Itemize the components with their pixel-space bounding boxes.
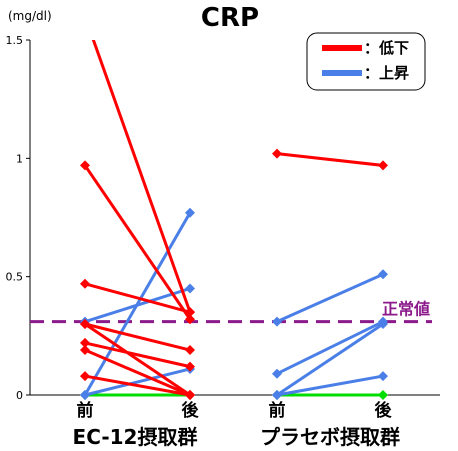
series-line-decrease (276, 152, 384, 167)
data-point-after (185, 314, 195, 325)
x-category-label: 後 (182, 400, 200, 421)
series-line-decrease (84, 282, 191, 314)
series-line-decrease (91, 40, 192, 313)
series-line-decrease (84, 374, 191, 397)
data-point-before (80, 345, 90, 356)
data-point-after (378, 319, 388, 329)
series-line-increase (276, 320, 384, 376)
legend-label: ：低下 (364, 39, 409, 57)
data-point-after (185, 283, 195, 294)
data-point-after (378, 390, 388, 400)
data-point-after (185, 307, 195, 318)
legend-label: ：上昇 (364, 64, 409, 82)
series-line-increase (276, 272, 384, 324)
data-point-before (272, 316, 282, 327)
data-point-after (185, 390, 195, 400)
y-axis-unit: (mg/dl) (8, 9, 52, 23)
x-category-label: 前 (269, 400, 286, 421)
data-point-before (272, 148, 282, 159)
data-point-after (378, 371, 388, 382)
series-line-increase (83, 212, 192, 396)
data-point-after (378, 160, 388, 171)
data-point-before (80, 160, 90, 171)
series-line-decrease (84, 322, 191, 397)
data-point-before (80, 319, 90, 329)
legend: ：低下 ：上昇 (306, 32, 426, 91)
data-point-before (80, 371, 90, 382)
data-point-before (80, 337, 90, 348)
data-point-after (185, 345, 195, 356)
data-point-after (185, 361, 195, 372)
y-tick-label: 0 (16, 389, 23, 402)
data-point-before (80, 278, 90, 289)
x-group-label: プラセボ摂取群 (260, 425, 400, 449)
data-point-after (185, 207, 195, 218)
y-tick-label: 0.5 (6, 271, 24, 284)
series-line-increase (84, 367, 191, 397)
series-line-decrease (84, 348, 191, 397)
data-point-before (272, 368, 282, 379)
data-point-before (272, 390, 282, 400)
x-category-label: 後 (375, 400, 393, 421)
series-line-decrease (83, 164, 192, 321)
normal-value-label: 正常値 (382, 300, 430, 319)
series-line-increase (276, 374, 384, 397)
data-point-after (378, 269, 388, 280)
y-tick-label: 1 (16, 152, 23, 165)
chart-title: CRP (201, 3, 259, 33)
x-group-label: EC-12摂取群 (73, 425, 198, 449)
series-line-increase (276, 322, 384, 397)
series-line-decrease (84, 341, 191, 369)
x-category-label: 前 (77, 400, 94, 421)
data-point-before (80, 390, 90, 400)
y-tick-label: 1.5 (6, 34, 24, 47)
series-line-decrease (84, 322, 191, 352)
